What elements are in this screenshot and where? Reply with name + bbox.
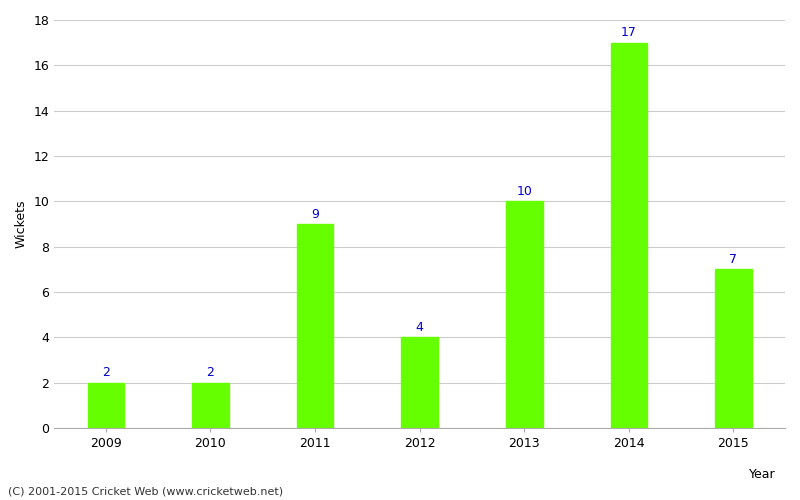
Bar <box>297 224 334 428</box>
Bar <box>506 202 542 428</box>
Text: 17: 17 <box>621 26 637 40</box>
Bar <box>192 382 229 428</box>
Text: 4: 4 <box>416 321 423 334</box>
Bar <box>87 382 124 428</box>
Bar <box>715 270 752 428</box>
Text: Year: Year <box>750 468 776 480</box>
Text: 9: 9 <box>311 208 319 220</box>
Y-axis label: Wickets: Wickets <box>15 200 28 248</box>
Bar <box>610 42 647 428</box>
Text: 2: 2 <box>102 366 110 379</box>
Text: 2: 2 <box>206 366 214 379</box>
Text: 7: 7 <box>730 253 738 266</box>
Text: (C) 2001-2015 Cricket Web (www.cricketweb.net): (C) 2001-2015 Cricket Web (www.cricketwe… <box>8 487 283 497</box>
Bar <box>402 338 438 428</box>
Text: 10: 10 <box>516 185 532 198</box>
